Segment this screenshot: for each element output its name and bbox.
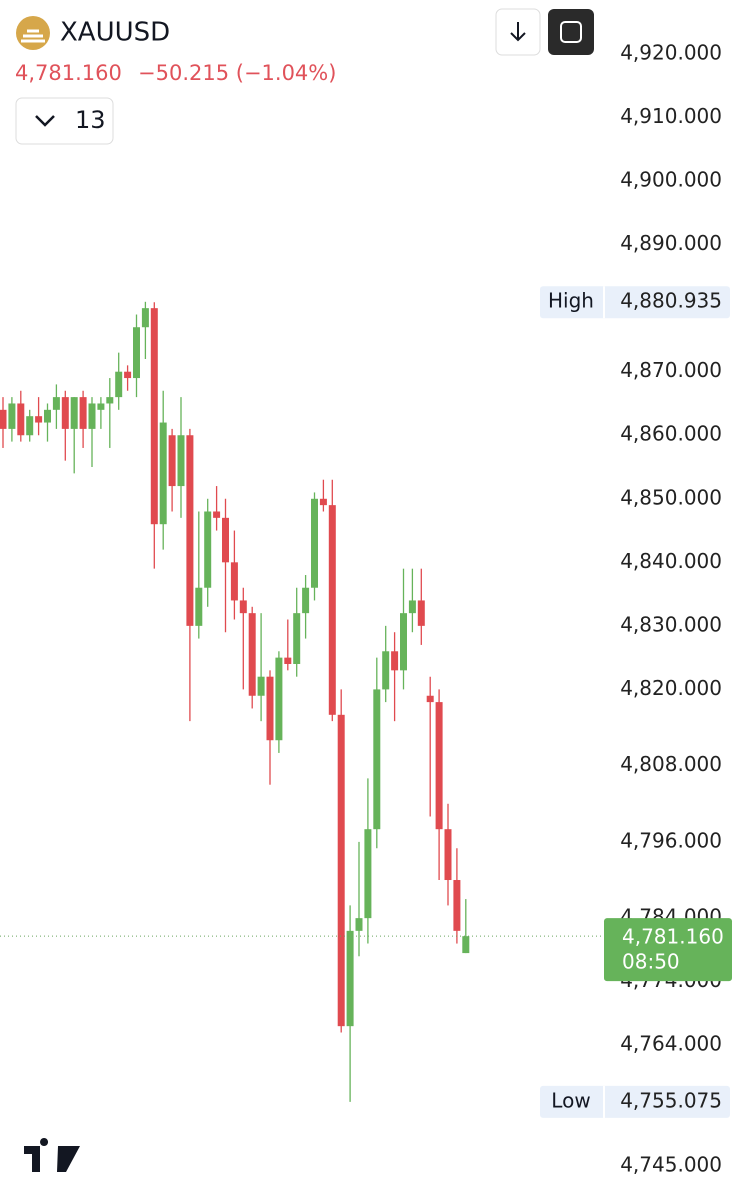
low-name: Low bbox=[551, 1088, 590, 1112]
candle-body bbox=[337, 714, 345, 1027]
candle-body bbox=[400, 613, 407, 671]
candle-body bbox=[141, 308, 149, 328]
candle-body bbox=[257, 676, 265, 696]
candle-body bbox=[70, 397, 78, 429]
candle-body bbox=[391, 651, 399, 671]
candle-body bbox=[79, 397, 87, 429]
candle-body bbox=[462, 936, 470, 954]
candle-body bbox=[133, 327, 140, 379]
high-name: High bbox=[548, 289, 594, 313]
y-tick-label: 4,900.000 bbox=[620, 168, 722, 192]
candle-body bbox=[346, 930, 354, 1027]
low-badge bbox=[540, 1085, 730, 1118]
y-tick-label: 4,860.000 bbox=[620, 422, 722, 446]
candle-body bbox=[52, 397, 60, 410]
candle-body bbox=[0, 409, 7, 429]
candle-body bbox=[239, 600, 247, 614]
candle-body bbox=[435, 702, 443, 830]
candle-body bbox=[230, 562, 238, 601]
candle-body bbox=[293, 613, 301, 664]
chevron-icon bbox=[35, 115, 55, 127]
candle-body bbox=[35, 416, 43, 423]
fullscreen-button[interactable] bbox=[548, 9, 594, 55]
y-tick-label: 4,840.000 bbox=[620, 549, 722, 573]
candle-body bbox=[168, 435, 176, 487]
last-price-label: 4,781.160 bbox=[622, 925, 724, 949]
candle-body bbox=[177, 435, 185, 487]
y-tick-label: 4,920.000 bbox=[620, 41, 722, 65]
candle-body bbox=[17, 403, 25, 436]
candle-body bbox=[88, 403, 96, 429]
price-change: −50.215 (−1.04%) bbox=[138, 61, 336, 85]
candle-body bbox=[302, 587, 310, 614]
candle-body bbox=[8, 403, 16, 429]
candle-body bbox=[204, 511, 212, 588]
last-price-badge bbox=[604, 918, 732, 982]
interval: 13 bbox=[75, 106, 106, 134]
candle-body bbox=[417, 600, 425, 626]
low-value: 4,755.075 bbox=[620, 1088, 722, 1112]
candle-body bbox=[328, 505, 336, 715]
countdown: 08:50 bbox=[622, 950, 680, 974]
candle-body bbox=[426, 695, 434, 703]
high-value: 4,880.935 bbox=[620, 289, 722, 313]
candle-body bbox=[150, 308, 158, 525]
candle-body bbox=[61, 397, 69, 429]
low-divider bbox=[603, 1085, 605, 1118]
candle-body bbox=[248, 613, 256, 696]
candle-body bbox=[195, 587, 203, 626]
y-tick-label: 4,796.000 bbox=[620, 828, 722, 852]
candle-body bbox=[115, 371, 123, 398]
candle-body bbox=[284, 657, 292, 664]
candle-body bbox=[364, 829, 372, 919]
candle-body bbox=[222, 517, 229, 563]
logo-bars bbox=[21, 29, 45, 43]
interval-button[interactable] bbox=[15, 97, 114, 145]
y-tick-label: 4,910.000 bbox=[620, 104, 722, 128]
candle-body bbox=[444, 829, 452, 881]
candle-body bbox=[106, 397, 114, 404]
y-tick-label: 4,830.000 bbox=[620, 612, 722, 636]
candle-body bbox=[124, 371, 132, 379]
candle-body bbox=[453, 880, 461, 931]
high-divider bbox=[603, 286, 605, 319]
candle-body bbox=[311, 498, 318, 588]
candle-body bbox=[382, 651, 390, 690]
y-tick-label: 4,764.000 bbox=[620, 1032, 722, 1056]
y-tick-label: 4,890.000 bbox=[620, 231, 722, 255]
candle-body bbox=[97, 403, 105, 410]
symbol: XAUUSD bbox=[60, 18, 170, 48]
symbol-logo bbox=[16, 16, 50, 50]
tradingview-logo bbox=[24, 1138, 80, 1172]
last-price: 4,781.160 bbox=[15, 61, 122, 85]
candle-body bbox=[408, 600, 416, 614]
candle-body bbox=[275, 657, 283, 741]
y-tick-label: 4,850.000 bbox=[620, 485, 722, 509]
candle-body bbox=[159, 422, 167, 525]
candle-body bbox=[266, 676, 274, 741]
candle-body bbox=[186, 435, 194, 626]
candle-body bbox=[319, 498, 327, 506]
y-tick-label: 4,820.000 bbox=[620, 676, 722, 700]
candle-body bbox=[213, 511, 221, 518]
candle-body bbox=[355, 918, 363, 931]
arrow-icon bbox=[510, 22, 526, 42]
y-tick-label: 4,808.000 bbox=[620, 752, 722, 776]
fullscreen-icon bbox=[560, 21, 582, 43]
high-badge bbox=[540, 286, 730, 319]
y-tick-label: 4,745.000 bbox=[620, 1152, 722, 1176]
candle-body bbox=[44, 409, 51, 423]
candle-body bbox=[26, 416, 34, 436]
y-tick-label: 4,870.000 bbox=[620, 358, 722, 382]
candle-body bbox=[373, 689, 381, 830]
